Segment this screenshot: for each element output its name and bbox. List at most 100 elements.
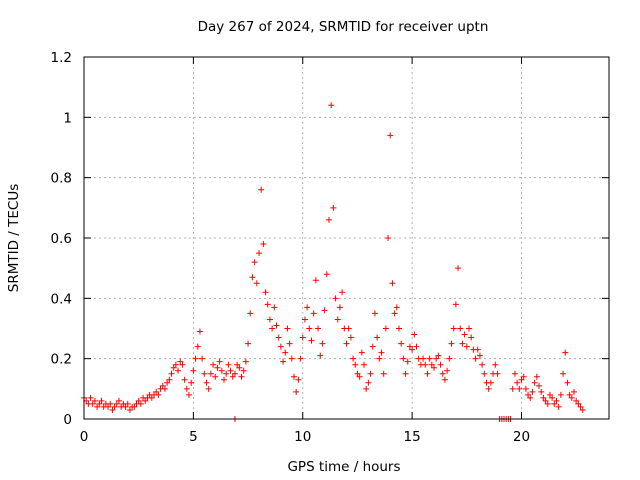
- data-point: [376, 355, 383, 362]
- data-point: [161, 385, 168, 392]
- data-point: [282, 349, 289, 356]
- data-point: [273, 322, 280, 329]
- data-point: [461, 331, 468, 338]
- data-point: [137, 400, 144, 407]
- data-point: [148, 394, 155, 401]
- data-point: [527, 394, 534, 401]
- data-point: [479, 361, 486, 368]
- data-point: [308, 337, 315, 344]
- data-point: [409, 346, 416, 353]
- data-point: [374, 334, 381, 341]
- data-point: [568, 394, 575, 401]
- data-point: [242, 358, 249, 365]
- data-point: [168, 370, 175, 377]
- data-point: [179, 361, 186, 368]
- data-point: [332, 295, 339, 302]
- data-point: [474, 346, 481, 353]
- data-point: [428, 361, 435, 368]
- data-point: [356, 373, 363, 380]
- data-point: [350, 355, 357, 362]
- data-point: [371, 310, 378, 317]
- data-point: [196, 328, 203, 335]
- data-point: [291, 373, 297, 380]
- data-point: [177, 358, 184, 365]
- data-point: [142, 397, 149, 404]
- data-point: [199, 355, 206, 362]
- data-point: [188, 379, 195, 386]
- data-point: [231, 370, 238, 377]
- data-point: [170, 364, 177, 371]
- data-point: [472, 355, 479, 362]
- data-point: [566, 391, 573, 398]
- data-point: [321, 307, 328, 314]
- data-point: [212, 373, 219, 380]
- x-tick-label: 5: [189, 429, 198, 445]
- data-point: [520, 373, 527, 380]
- data-point: [280, 358, 287, 365]
- data-point: [378, 349, 385, 356]
- data-point: [295, 376, 302, 383]
- data-point: [260, 241, 267, 248]
- data-point: [538, 388, 545, 395]
- y-tick-label: 0.6: [51, 231, 72, 247]
- data-point: [124, 400, 131, 407]
- data-point: [385, 235, 392, 241]
- data-point: [251, 259, 258, 266]
- data-point: [389, 280, 396, 287]
- data-point: [579, 406, 586, 413]
- data-point: [459, 340, 466, 347]
- data-point: [122, 403, 129, 410]
- data-point: [354, 370, 361, 377]
- data-point: [159, 382, 166, 389]
- axes: 0 5 10 15 20 0 0.2 0.4 0.6 0.8 1 1.2: [51, 50, 609, 445]
- data-point: [264, 301, 271, 308]
- data-point: [319, 340, 326, 347]
- data-point: [518, 376, 525, 383]
- y-tick-label: 0.2: [51, 352, 72, 368]
- data-point: [365, 379, 372, 386]
- data-point: [299, 334, 306, 341]
- data-point: [111, 403, 118, 410]
- x-tick-label: 0: [80, 429, 89, 445]
- data-point: [363, 385, 370, 392]
- data-point: [358, 349, 365, 356]
- data-point: [306, 325, 313, 332]
- data-point: [155, 391, 162, 398]
- data-point: [190, 367, 197, 374]
- data-point: [98, 397, 105, 404]
- y-tick-label: 0.8: [51, 171, 72, 187]
- data-point: [262, 289, 269, 296]
- data-point: [336, 304, 343, 311]
- data-point: [452, 301, 459, 308]
- data-point: [315, 325, 322, 332]
- data-point: [420, 355, 427, 362]
- data-point: [573, 397, 580, 404]
- data-point: [562, 349, 569, 356]
- data-point: [186, 391, 192, 398]
- data-point: [256, 250, 262, 257]
- data-point: [328, 102, 335, 109]
- x-axis-label: GPS time / hours: [287, 459, 400, 475]
- chart-title: Day 267 of 2024, SRMTID for receiver upt…: [198, 19, 489, 35]
- data-point: [391, 310, 398, 317]
- data-point: [131, 403, 138, 410]
- data-point: [312, 277, 319, 284]
- data-point: [172, 361, 179, 368]
- data-point: [481, 370, 488, 377]
- data-point: [304, 304, 311, 311]
- data-point: [207, 370, 214, 377]
- data-point: [564, 379, 571, 386]
- plot-frame: [83, 56, 610, 420]
- data-point: [455, 265, 462, 272]
- data-point: [249, 274, 256, 281]
- data-point: [439, 370, 446, 377]
- data-point: [544, 400, 551, 407]
- data-point: [352, 361, 359, 368]
- data-point: [457, 325, 464, 332]
- data-point: [444, 367, 451, 374]
- data-point: [424, 370, 431, 377]
- data-point: [218, 367, 225, 374]
- data-point: [269, 325, 276, 332]
- data-point: [181, 376, 188, 383]
- data-point: [229, 373, 236, 380]
